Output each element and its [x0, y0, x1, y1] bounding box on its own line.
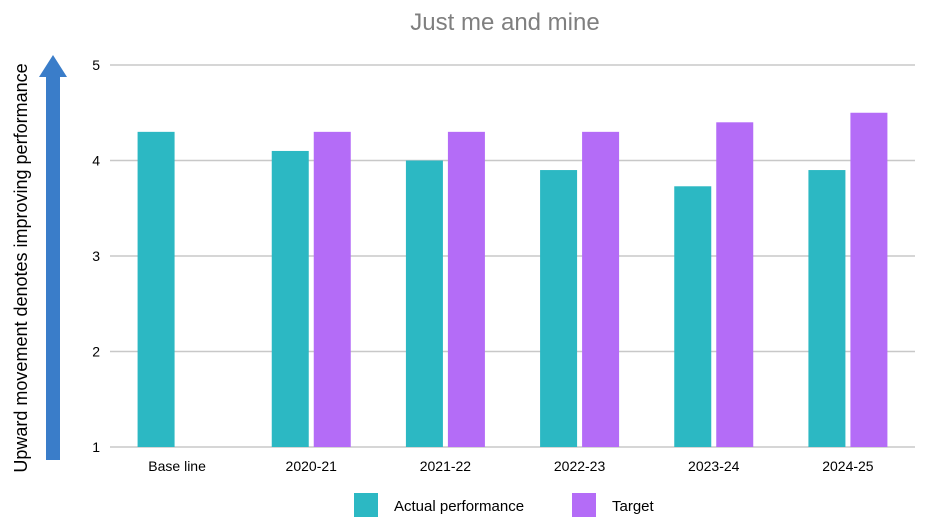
x-tick-label: 2023-24 — [688, 458, 740, 474]
arrow-up-icon — [39, 55, 67, 77]
y-axis-label: Upward movement denotes improving perfor… — [11, 63, 31, 472]
chart-title: Just me and mine — [410, 9, 599, 36]
y-tick-label: 2 — [92, 344, 100, 360]
legend-label: Actual performance — [394, 498, 524, 515]
x-tick-label: 2021-22 — [420, 458, 472, 474]
bar-target-2020-21 — [313, 131, 351, 447]
y-tick-label: 1 — [92, 439, 100, 455]
legend-label: Target — [612, 498, 655, 515]
bar-actual-performance-2022-23 — [540, 170, 578, 448]
bar-target-2021-22 — [447, 131, 485, 447]
bar-actual-performance-2021-22 — [405, 160, 443, 447]
bar-actual-performance-2020-21 — [271, 150, 309, 447]
bar-target-2023-24 — [716, 122, 754, 448]
bar-actual-performance-2023-24 — [674, 186, 712, 447]
bar-target-2022-23 — [582, 131, 620, 447]
x-tick-label: 2024-25 — [822, 458, 874, 474]
x-tick-label: 2022-23 — [554, 458, 606, 474]
legend: Actual performance Target — [354, 493, 655, 517]
arrow-shaft — [46, 76, 60, 460]
x-tick-label: 2020-21 — [286, 458, 338, 474]
y-tick-label: 3 — [92, 248, 100, 264]
bar-actual-performance-base-line — [137, 131, 175, 447]
x-axis-labels: Base line 2020-21 2021-22 2022-23 2023-24 202… — [148, 458, 874, 474]
y-tick-label: 5 — [92, 57, 100, 73]
bar-target-2024-25 — [850, 112, 888, 447]
bar-actual-performance-2024-25 — [808, 170, 846, 448]
bars-layer — [137, 112, 888, 448]
direction-arrow — [39, 55, 67, 460]
grid-layer: 1 2 3 4 5 — [92, 57, 915, 455]
x-tick-label: Base line — [148, 458, 206, 474]
legend-swatch — [572, 493, 596, 517]
legend-swatch — [354, 493, 378, 517]
y-tick-label: 4 — [92, 153, 100, 169]
